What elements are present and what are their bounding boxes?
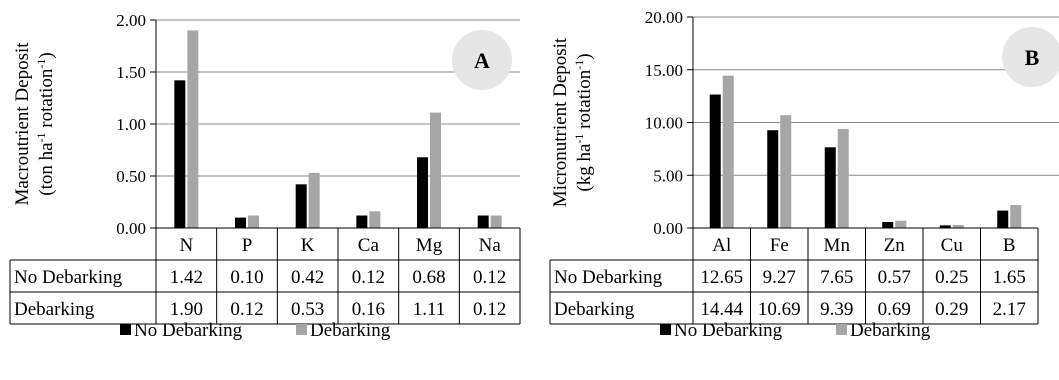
- data-label: 0.12: [473, 299, 506, 320]
- bar-debarking-k: [308, 172, 320, 228]
- data-label: 1.65: [993, 267, 1026, 288]
- y-tick-label: 20.00: [645, 8, 683, 27]
- y-axis-label: Macroutrient Deposit (ton ha-1 rotation-1…: [12, 42, 57, 206]
- bar-debarking-fe: [780, 115, 792, 228]
- y-tick-label: 0.00: [653, 219, 683, 238]
- category-label: Cu: [941, 235, 964, 256]
- bar-debarking-al: [722, 75, 734, 229]
- legend-swatch-no-debarking: [120, 324, 131, 335]
- data-label: 14.44: [700, 299, 743, 320]
- bar-no-debarking-p: [235, 217, 247, 228]
- y-tick-label: 15.00: [645, 61, 683, 80]
- y-axis-label-line2: (kg ha-1 rotation-1): [572, 53, 595, 191]
- data-label: 0.29: [935, 299, 968, 320]
- y-tick-label: 10.00: [645, 114, 683, 133]
- data-label: 0.25: [935, 267, 968, 288]
- y-axis-label-line2: (ton ha-1 rotation-1): [34, 52, 57, 195]
- data-label: 1.42: [170, 267, 203, 288]
- data-label: 0.10: [230, 267, 263, 288]
- data-label: 12.65: [700, 267, 743, 288]
- data-label: 7.65: [820, 267, 853, 288]
- panel-badge-circle: [1002, 27, 1059, 87]
- data-label: 9.39: [820, 299, 853, 320]
- data-label: 0.12: [230, 299, 263, 320]
- legend: No Debarking Debarking: [660, 320, 931, 341]
- y-tick-label: 0.50: [116, 167, 146, 186]
- data-label: 0.12: [352, 267, 385, 288]
- legend-swatch-no-debarking: [660, 324, 671, 335]
- legend-label-debarking: Debarking: [310, 320, 391, 341]
- data-label: 9.27: [763, 267, 796, 288]
- y-tick-label: 0.00: [116, 219, 146, 238]
- bar-debarking-zn: [895, 220, 907, 228]
- panel-badge-circle: [452, 30, 512, 90]
- bar-debarking-n: [187, 30, 199, 229]
- bar-debarking-mn: [837, 128, 849, 228]
- category-label: Fe: [770, 235, 789, 256]
- category-label: P: [242, 235, 253, 256]
- panel-badge-label: A: [474, 48, 490, 73]
- row-header: No Debarking: [554, 267, 663, 288]
- panel-badge-label: B: [1025, 45, 1040, 70]
- bar-debarking-cu: [952, 224, 964, 228]
- bar-debarking-p: [248, 215, 260, 228]
- bar-no-debarking-zn: [882, 221, 894, 228]
- row-header: No Debarking: [14, 267, 123, 288]
- data-table-b: Al Fe Mn Zn Cu B No Debarking 12.65 9.27 7.65 0.57…: [549, 227, 1039, 325]
- data-label: 0.16: [352, 299, 385, 320]
- y-tick-label: 1.50: [116, 63, 146, 82]
- data-label: 0.42: [291, 267, 324, 288]
- bar-no-debarking-na: [477, 215, 489, 228]
- category-label: Al: [712, 235, 731, 256]
- data-label: 1.90: [170, 299, 203, 320]
- y-axis-label-line1: Micronutrient Deposit: [550, 37, 571, 207]
- legend-swatch-debarking: [836, 324, 847, 335]
- bar-no-debarking-mg: [417, 157, 429, 228]
- data-label: 0.68: [412, 267, 445, 288]
- bar-no-debarking-k: [295, 184, 307, 228]
- y-tick-label: 1.00: [116, 115, 146, 134]
- data-label: 1.11: [413, 299, 446, 320]
- data-label: 0.69: [878, 299, 911, 320]
- category-label: Zn: [884, 235, 906, 256]
- row-header: Debarking: [14, 299, 95, 320]
- data-label: 0.57: [878, 267, 911, 288]
- bar-no-debarking-b: [997, 210, 1009, 228]
- legend: No Debarking Debarking: [120, 320, 391, 341]
- category-label: B: [1003, 235, 1016, 256]
- data-label: 0.53: [291, 299, 324, 320]
- legend-label-no-debarking: No Debarking: [674, 320, 783, 341]
- category-label: Ca: [358, 235, 380, 256]
- bar-no-debarking-n: [174, 80, 186, 228]
- legend-swatch-debarking: [296, 324, 307, 335]
- bar-no-debarking-ca: [356, 215, 368, 228]
- bar-debarking-ca: [369, 211, 381, 228]
- data-label: 2.17: [993, 299, 1026, 320]
- legend-label-no-debarking: No Debarking: [134, 320, 243, 341]
- y-axis-label-line1: Macroutrient Deposit: [12, 42, 33, 206]
- data-table-a: N P K Ca Mg Na No Debarking 1.42 0.10 0.42 0.12 0.6…: [9, 227, 521, 325]
- data-label: 10.69: [758, 299, 801, 320]
- data-label: 0.12: [473, 267, 506, 288]
- bar-debarking-mg: [430, 112, 442, 228]
- category-label: N: [179, 235, 193, 256]
- row-header: Debarking: [554, 299, 635, 320]
- y-tick-label: 2.00: [116, 11, 146, 30]
- bar-debarking-b: [1010, 205, 1022, 228]
- legend-label-debarking: Debarking: [850, 320, 931, 341]
- bar-no-debarking-fe: [767, 130, 779, 228]
- chart-panel-b: 0.00 5.00 10.00 15.00 20.00 Al Fe Mn Zn Cu B No Deb…: [549, 8, 1059, 341]
- bar-no-debarking-cu: [939, 225, 951, 228]
- y-axis-label: Micronutrient Deposit (kg ha-1 rotation-1…: [550, 37, 595, 207]
- bar-no-debarking-al: [709, 94, 721, 228]
- bar-no-debarking-mn: [824, 147, 836, 228]
- chart-panel-a: 0.00 0.50 1.00 1.50 2.00 N P K Ca Mg Na No Debarkin…: [9, 11, 521, 341]
- category-label: Na: [479, 235, 502, 256]
- y-tick-label: 5.00: [653, 166, 683, 185]
- category-label: K: [301, 235, 315, 256]
- category-label: Mg: [416, 235, 443, 256]
- category-label: Mn: [824, 235, 851, 256]
- bar-debarking-na: [490, 215, 502, 228]
